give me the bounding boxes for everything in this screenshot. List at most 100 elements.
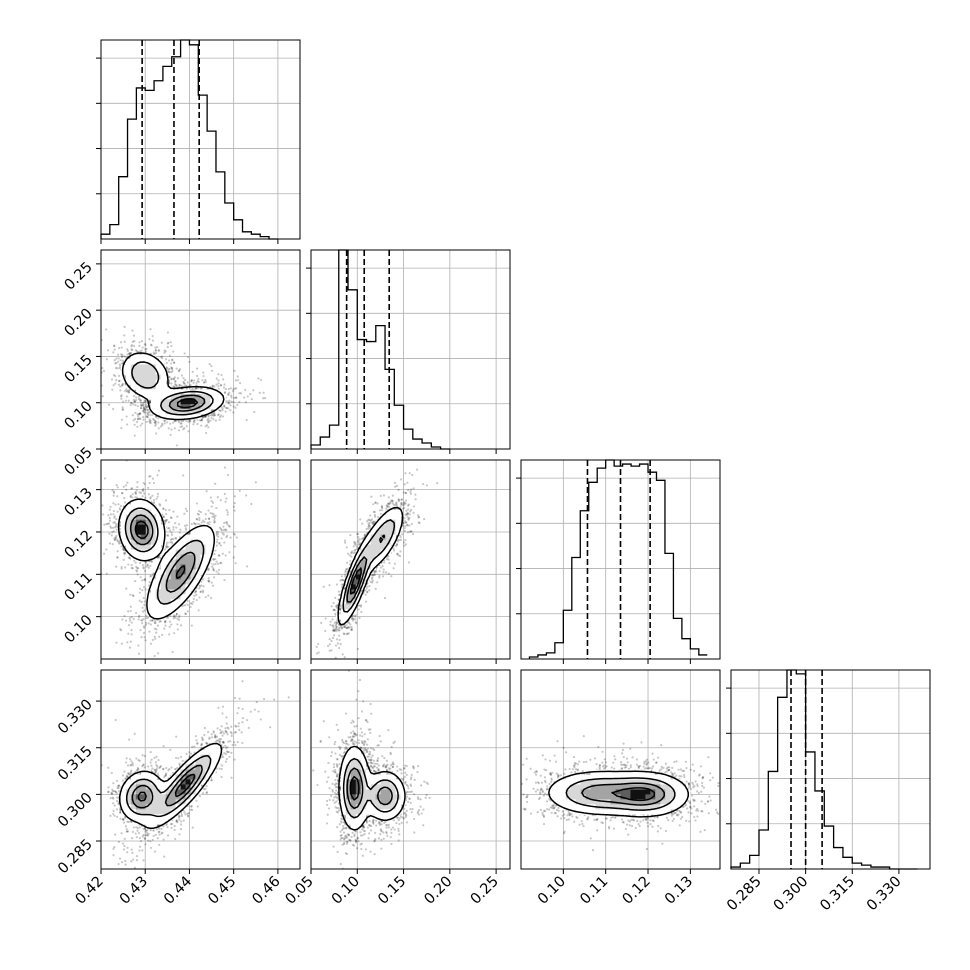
scatter-point [166,534,169,537]
scatter-point [112,384,115,387]
scatter-point [226,513,229,516]
scatter-point [176,623,179,626]
scatter-point [185,524,189,527]
scatter-point [210,565,214,568]
density-cell [200,399,206,405]
scatter-point [172,385,175,388]
scatter-point [168,370,171,373]
scatter-point [132,617,135,621]
scatter-point [169,422,172,425]
density-cell [150,389,157,395]
scatter-point [120,565,123,569]
scatter-point [219,544,223,547]
scatter-point [158,567,162,570]
scatter-point [180,422,183,425]
density-cell [130,369,137,375]
scatter-point [211,385,214,388]
scatter-point [225,508,228,512]
scatter-point [130,566,133,570]
scatter-point [168,371,171,374]
scatter-point [151,574,155,577]
scatter-point [113,359,116,362]
scatter-point [212,513,215,516]
scatter-point [180,374,183,377]
scatter-point [137,415,140,418]
scatter-point [163,620,167,623]
scatter-point [204,425,207,428]
contour-line [176,397,199,409]
scatter-point [183,512,186,515]
scatter-point [115,518,118,521]
scatter-point [264,396,267,400]
density-cell [210,389,216,395]
scatter-point [142,418,145,421]
scatter-point [193,421,196,424]
scatter-point [112,351,115,354]
density-cell [165,404,172,410]
density-cell [170,394,177,400]
density-cell [205,399,211,405]
scatter-point [156,624,159,627]
scatter-point [225,521,228,524]
scatter-point [164,499,168,502]
scatter-point [192,600,195,603]
scatter-point [130,344,134,347]
scatter-point [208,363,211,366]
scatter-point [128,352,132,355]
scatter-point [142,409,145,412]
scatter-point [131,340,134,343]
scatter-point [127,352,131,355]
scatter-point [214,562,217,566]
scatter-point [112,373,116,377]
density-cell [150,394,157,400]
scatter-point [215,544,218,547]
scatter-point [201,416,204,419]
scatter-point [221,532,224,535]
scatter-point [157,421,160,424]
scatter-point [138,561,142,565]
scatter-point [211,384,214,387]
scatter-point [215,541,219,544]
scatter-point [112,509,115,513]
scatter-point [230,394,233,397]
scatter-point [105,572,108,575]
scatter-point [123,340,126,343]
density-cell [150,369,157,375]
scatter-point [161,357,164,360]
scatter-point [220,406,223,409]
scatter-point [119,389,122,392]
scatter-point [210,581,213,584]
scatter-point [203,381,206,384]
scatter-point [183,378,187,382]
scatter-point [205,431,208,435]
scatter-point [225,528,228,532]
scatter-point [170,378,173,381]
scatter-point [142,403,145,406]
density-cell [185,394,191,400]
scatter-point [190,624,193,627]
scatter-point [212,418,215,421]
scatter-point [181,604,184,608]
scatter-point [232,505,236,508]
density-cell [215,404,221,410]
scatter-point [128,352,131,355]
scatter-point [142,489,145,492]
scatter-point [136,413,139,416]
scatter-point [137,652,141,655]
scatter-point [213,414,216,417]
scatter-point [197,513,201,516]
scatter-point [167,368,170,371]
scatter-point [221,415,225,418]
scatter-point [151,494,154,497]
scatter-point [135,611,138,615]
scatter-point [174,382,177,386]
scatter-point [201,591,205,594]
scatter-point [172,615,176,618]
scatter-point [115,524,118,528]
panel-background [311,250,510,449]
scatter-point [209,496,212,499]
scatter-point [168,376,171,379]
scatter-point [148,475,151,478]
scatter-point [155,628,158,631]
